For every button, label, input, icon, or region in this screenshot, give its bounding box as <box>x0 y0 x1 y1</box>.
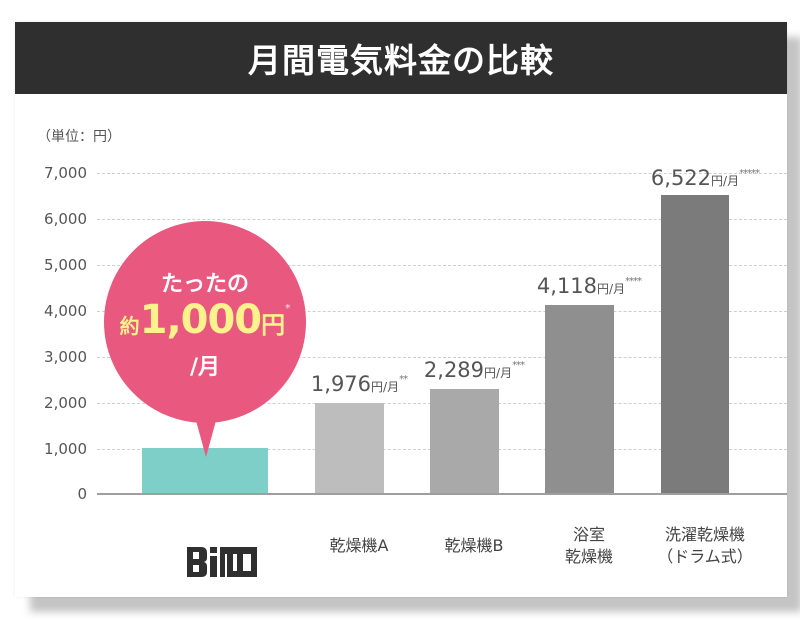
bubble-amount: 1,000 <box>139 297 263 343</box>
value-number: 6,522 <box>650 166 712 190</box>
chart-card: 月間電気料金の比較 （単位：円） 7,000 6,000 5,000 4,000… <box>15 22 787 597</box>
value-label-washer-dryer: 6,522円/月***** <box>650 166 760 190</box>
y-tick-4000: 4,000 <box>44 302 87 320</box>
y-tick-3000: 3,000 <box>44 348 87 366</box>
y-tick-6000: 6,000 <box>44 210 87 228</box>
y-tick-5000: 5,000 <box>44 256 87 274</box>
category-line1: 浴室 <box>572 525 605 544</box>
value-number: 2,289 <box>423 358 485 382</box>
category-line2: （ドラム式） <box>657 547 753 566</box>
bubble-note: * <box>285 303 291 314</box>
category-label-dryer-a: 乾燥機A <box>329 536 389 555</box>
value-label-dryer-b: 2,289円/月*** <box>423 358 525 382</box>
gridline-3000 <box>97 357 787 358</box>
value-unit: 円/月 <box>711 174 740 188</box>
y-tick-1000: 1,000 <box>44 440 87 458</box>
value-note: *** <box>512 360 525 371</box>
y-tick-7000: 7,000 <box>44 164 87 182</box>
bar-dryer-b <box>430 389 499 494</box>
value-number: 4,118 <box>536 274 598 298</box>
chart-title: 月間電気料金の比較 <box>248 41 554 80</box>
category-label-dryer-b: 乾燥機B <box>444 536 504 555</box>
bar-bathroom-dryer <box>545 305 614 494</box>
value-unit: 円/月 <box>371 380 400 394</box>
bubble-per-month: /月 <box>189 355 221 380</box>
value-label-bathroom-dryer: 4,118円/月**** <box>536 274 642 298</box>
value-note: **** <box>625 276 642 287</box>
gridline-4000 <box>97 311 787 312</box>
y-tick-0: 0 <box>77 485 87 503</box>
gridline-6000 <box>97 219 787 220</box>
chart-title-bar: 月間電気料金の比較 <box>15 22 787 94</box>
bubble-text-only: たったの <box>160 272 249 297</box>
bubble-tail <box>195 417 217 457</box>
value-unit: 円/月 <box>484 366 513 380</box>
bar-dryer-a <box>315 403 384 494</box>
bubble-price: 約1,000円* <box>104 297 306 343</box>
bubble-approx: 約 <box>119 314 140 338</box>
value-label-dryer-a: 1,976円/月** <box>310 372 408 396</box>
bar-washer-dryer <box>661 195 729 494</box>
value-unit: 円/月 <box>597 282 626 296</box>
category-line1: 洗濯乾燥機 <box>664 525 745 544</box>
category-label-bathroom-dryer: 浴室 乾燥機 <box>519 524 659 568</box>
gridline-5000 <box>97 265 787 266</box>
gridline-7000 <box>97 173 787 174</box>
bubble-yen: 円 <box>261 311 286 339</box>
category-label-washer-dryer: 洗濯乾燥機 （ドラム式） <box>635 524 775 568</box>
y-axis-unit-label: （単位：円） <box>37 129 121 145</box>
category-line2: 乾燥機 <box>564 547 613 566</box>
binzo-logo <box>185 544 259 580</box>
binzo-logo-icon <box>187 547 257 577</box>
x-axis-baseline <box>97 493 787 495</box>
value-note: ** <box>399 374 408 385</box>
value-note: ***** <box>739 168 760 179</box>
value-number: 1,976 <box>310 372 372 396</box>
price-callout-bubble: たったの 約1,000円* /月 <box>104 221 306 423</box>
y-tick-2000: 2,000 <box>44 394 87 412</box>
